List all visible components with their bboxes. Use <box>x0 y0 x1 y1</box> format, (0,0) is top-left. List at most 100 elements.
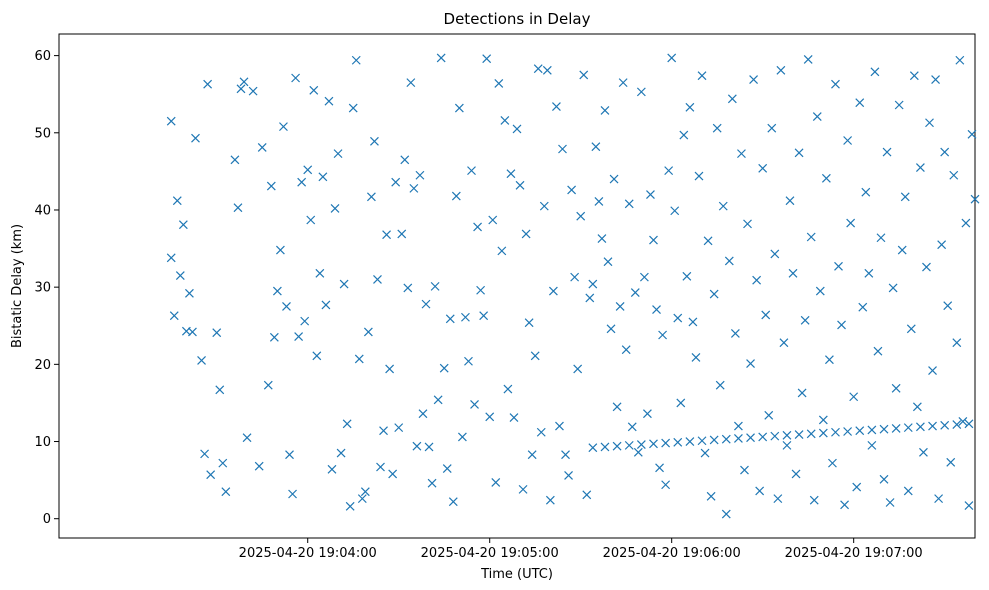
data-point <box>746 433 755 443</box>
data-point <box>928 366 937 375</box>
data-point <box>630 288 640 297</box>
data-point <box>197 356 206 365</box>
data-point <box>412 441 422 451</box>
data-point <box>646 190 655 199</box>
data-point <box>743 219 752 229</box>
x-tick-label: 2025-04-20 19:05:00 <box>421 546 559 561</box>
data-point <box>937 240 947 250</box>
data-point <box>191 133 200 143</box>
data-point <box>545 495 555 505</box>
data-point <box>737 149 746 159</box>
data-point <box>539 201 549 211</box>
data-point <box>667 53 677 63</box>
data-point <box>494 78 504 88</box>
data-point <box>263 380 273 390</box>
data-point <box>376 462 385 472</box>
data-point <box>755 486 765 496</box>
y-axis: 0 10 20 30 40 50 60 <box>34 49 59 527</box>
data-point <box>600 442 610 452</box>
data-point <box>727 94 737 104</box>
data-point <box>915 163 925 172</box>
data-point <box>891 383 901 393</box>
data-point <box>382 230 392 240</box>
data-point <box>803 55 813 64</box>
data-point <box>524 318 534 328</box>
data-point <box>479 311 489 321</box>
plot-area <box>58 33 976 539</box>
data-point <box>812 112 822 122</box>
x-axis: 2025-04-20 19:04:00 2025-04-20 19:05:00 20… <box>239 538 923 561</box>
data-point <box>800 315 810 325</box>
data-point <box>870 67 880 77</box>
data-point <box>218 458 228 468</box>
data-point <box>282 302 291 311</box>
data-point <box>946 457 956 467</box>
data-point <box>733 434 743 443</box>
data-point <box>500 116 510 125</box>
data-point <box>533 64 543 74</box>
y-tick-label: 30 <box>34 281 51 296</box>
data-point <box>397 229 407 239</box>
data-point <box>928 421 937 431</box>
data-point <box>491 478 501 487</box>
data-point <box>509 413 519 423</box>
data-point <box>548 286 558 296</box>
data-point <box>706 491 716 501</box>
data-point <box>655 463 664 473</box>
data-point <box>876 233 886 243</box>
data-point <box>900 192 910 202</box>
data-point <box>906 324 916 334</box>
data-point <box>943 301 953 311</box>
data-point <box>288 489 297 499</box>
data-point <box>621 345 631 355</box>
data-point <box>867 425 877 435</box>
data-point <box>715 380 725 390</box>
data-point <box>831 79 840 89</box>
data-point <box>925 118 934 128</box>
data-point <box>233 203 243 213</box>
data-point <box>530 351 540 361</box>
data-point <box>588 443 598 453</box>
data-point <box>576 211 586 221</box>
data-point <box>624 199 634 209</box>
data-point <box>336 448 346 458</box>
data-point <box>388 469 398 479</box>
data-point <box>776 65 786 75</box>
data-point <box>749 75 759 84</box>
data-point <box>442 464 452 473</box>
data-point <box>721 509 731 519</box>
data-point <box>230 155 240 165</box>
data-point <box>633 447 643 457</box>
data-point <box>958 417 968 426</box>
data-point <box>461 312 470 322</box>
data-point <box>294 332 304 341</box>
data-point <box>806 429 816 439</box>
y-tick-label: 10 <box>34 435 51 450</box>
data-point <box>894 100 904 110</box>
data-point <box>821 173 831 183</box>
data-point <box>212 328 222 338</box>
data-point <box>682 271 692 281</box>
data-point <box>591 142 601 152</box>
data-point <box>909 71 919 81</box>
data-point <box>891 423 901 433</box>
data-point <box>257 143 267 152</box>
data-point <box>272 286 282 296</box>
data-point <box>724 256 734 266</box>
data-point <box>852 482 862 492</box>
data-point <box>685 437 695 446</box>
data-point <box>236 84 246 94</box>
data-point <box>882 147 892 157</box>
data-point <box>552 102 561 111</box>
data-point <box>342 419 352 429</box>
data-point <box>752 275 762 285</box>
data-point <box>200 449 210 459</box>
data-point <box>670 206 680 216</box>
data-point <box>612 441 622 451</box>
data-point <box>664 166 674 176</box>
data-point <box>266 181 276 191</box>
data-point <box>203 79 213 89</box>
data-point <box>788 268 798 278</box>
data-point <box>285 450 294 460</box>
